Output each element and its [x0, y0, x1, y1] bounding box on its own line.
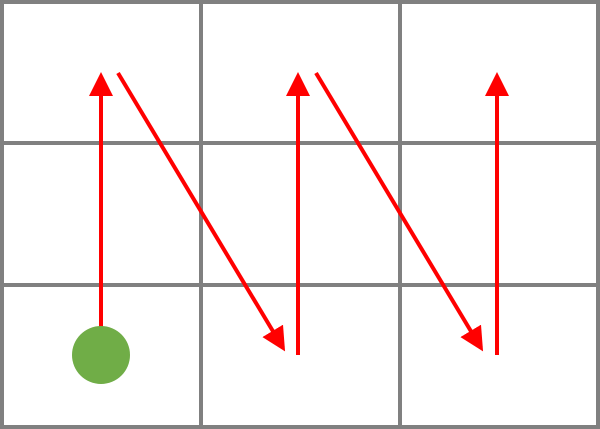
- start-point: [72, 326, 130, 384]
- path-arrows: [89, 71, 509, 355]
- arrow-diagonal: [116, 71, 286, 352]
- arrow-diagonal: [314, 71, 484, 352]
